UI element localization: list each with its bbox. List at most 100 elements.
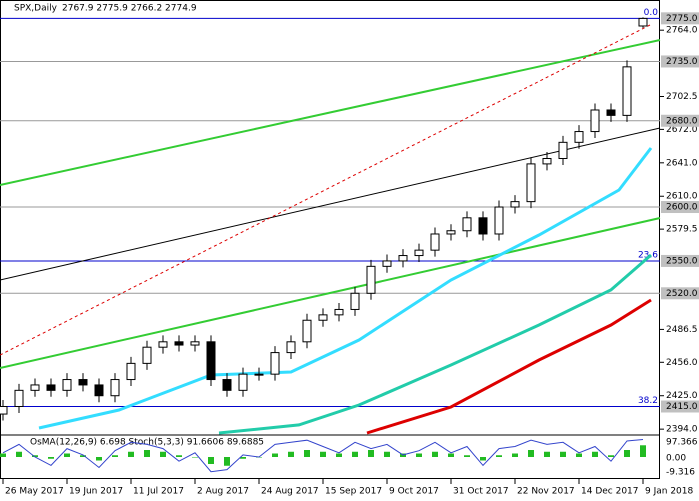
indicator-title: OsMA(12,26,9) 6.698 Stoch(5,3,3) 91.6606… — [30, 438, 264, 448]
y-tick-label: 2764.0 — [666, 26, 698, 36]
candle-body — [0, 406, 8, 415]
x-tick-label: 9 Jan 2018 — [645, 487, 693, 497]
fib-label: 38.2 — [638, 396, 658, 406]
x-tick-label: 14 Dec 2017 — [581, 487, 639, 497]
y-tick-label: 2672.0 — [666, 125, 698, 135]
trendline — [0, 39, 661, 186]
level-label: 2680.0 — [666, 116, 698, 126]
osma-bar — [16, 451, 22, 457]
level-label: 2775.0 — [666, 14, 698, 24]
level-label: 2520.0 — [666, 289, 698, 299]
osma-bar — [352, 451, 358, 457]
candle-body — [590, 109, 600, 133]
osma-bar — [80, 455, 86, 457]
osma-bar — [416, 453, 422, 457]
indicator-axis-label: 0.00 — [666, 454, 686, 464]
candle-body — [206, 341, 216, 381]
candle-body — [30, 384, 40, 391]
candle-body — [430, 233, 440, 251]
osma-bar — [192, 457, 198, 458]
trendline — [0, 127, 661, 281]
chart-title: SPX,Daily — [14, 4, 58, 14]
osma-bar — [272, 453, 278, 457]
candle-body — [350, 292, 360, 310]
osma-bar — [304, 450, 310, 457]
osma-bar — [48, 457, 54, 459]
trendline — [0, 217, 661, 369]
osma-bar — [640, 445, 646, 457]
osma-bar — [512, 453, 518, 457]
level-box — [661, 12, 699, 25]
candle-body — [46, 384, 56, 391]
osma-bar — [624, 450, 630, 457]
candle-body — [366, 265, 376, 294]
level-box — [661, 254, 699, 267]
osma-bar — [560, 451, 566, 457]
x-tick-label: 9 Oct 2017 — [389, 487, 439, 497]
candle-body — [126, 362, 136, 381]
osma-bar — [144, 450, 150, 457]
x-tick-label: 19 Jun 2017 — [69, 487, 123, 497]
x-tick-label: 2 Aug 2017 — [197, 487, 249, 497]
level-label: 2735.0 — [666, 57, 698, 67]
candle-body — [302, 319, 312, 343]
candle-body — [110, 379, 120, 397]
candle-body — [286, 341, 296, 354]
osma-bar — [240, 457, 246, 459]
candle-body — [94, 384, 104, 397]
level-box — [661, 400, 699, 413]
x-tick-label: 31 Oct 2017 — [453, 487, 509, 497]
candle-body — [318, 314, 328, 321]
level-box — [661, 55, 699, 68]
candle-body — [270, 352, 280, 375]
osma-bar — [288, 451, 294, 457]
candle-body — [62, 379, 72, 391]
y-tick-label: 2641.0 — [666, 158, 698, 168]
candle-body — [494, 206, 504, 235]
fib-label: 23.6 — [638, 250, 658, 260]
fib-label: 0.0 — [644, 8, 659, 18]
osma-bar — [384, 451, 390, 457]
candle-body — [222, 379, 232, 391]
osma-bar — [496, 455, 502, 457]
candle-body — [462, 217, 472, 232]
level-box — [661, 114, 699, 127]
y-tick-label: 2702.5 — [666, 92, 698, 102]
x-tick-label: 22 Nov 2017 — [517, 487, 575, 497]
y-tick-label: 2579.5 — [666, 225, 698, 235]
osma-bar — [32, 455, 38, 457]
x-tick-label: 24 Aug 2017 — [261, 487, 319, 497]
plot-frame — [0, 0, 660, 479]
candle-body — [382, 260, 392, 267]
candle-body — [78, 379, 88, 386]
indicator-axis-label: -9.316 — [666, 468, 695, 478]
ohlc-label: 2767.9 2775.9 2766.2 2774.9 — [62, 4, 197, 14]
osma-bar — [432, 451, 438, 457]
osma-bar — [0, 453, 6, 457]
trendline — [0, 24, 651, 356]
candle-body — [398, 255, 408, 262]
candle-body — [142, 346, 152, 364]
moving-average — [366, 298, 652, 435]
osma-bar — [608, 455, 614, 457]
candle-body — [574, 131, 584, 143]
candle-body — [190, 341, 200, 346]
osma-bar — [160, 451, 166, 457]
candle-body — [414, 249, 424, 257]
osma-bar — [576, 453, 582, 457]
y-tick-label: 2610.0 — [666, 192, 698, 202]
osma-bar — [336, 453, 342, 457]
candle-body — [334, 308, 344, 316]
candle-body — [606, 109, 616, 116]
y-tick-label: 2425.0 — [666, 391, 698, 401]
y-tick-label: 2394.0 — [666, 425, 698, 435]
indicator-axis-label: 97.366 — [666, 438, 698, 448]
candle-body — [558, 141, 568, 160]
candle-body — [622, 66, 632, 116]
candle-body — [446, 230, 456, 235]
osma-bar — [464, 455, 470, 457]
osma-bar — [544, 451, 550, 457]
osma-bar — [592, 451, 598, 457]
candle-body — [478, 217, 488, 235]
